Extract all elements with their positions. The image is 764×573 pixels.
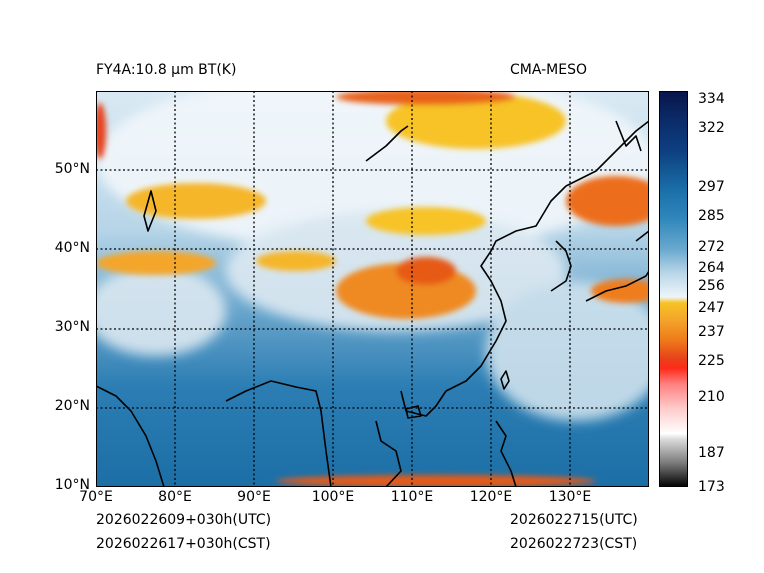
- lat-label-20: 20°N: [54, 398, 90, 414]
- cb-label-237: 237: [698, 324, 725, 340]
- colorbar: [659, 91, 688, 487]
- coastline-philippines: [495, 420, 517, 487]
- coastline-korea: [550, 240, 572, 292]
- coastline-india: [96, 385, 165, 487]
- init-time-utc: 2026022609+030h(UTC): [96, 512, 272, 528]
- lat-label-10: 10°N: [54, 477, 90, 493]
- cb-label-285: 285: [698, 208, 725, 224]
- cloud-orange-northedge: [336, 91, 516, 105]
- cloud-orange-manchuria: [566, 176, 649, 226]
- cb-label-225: 225: [698, 353, 725, 369]
- cloud-red-edge: [96, 103, 106, 159]
- cloud-yellow-tibet: [256, 251, 336, 271]
- coastline-china: [445, 185, 567, 392]
- cloud-orange-japan: [591, 279, 649, 303]
- cb-label-322: 322: [698, 120, 725, 136]
- chart-title-left: FY4A:10.8 µm BT(K): [96, 62, 237, 78]
- map-frame: [96, 91, 649, 487]
- lon-label-100: 100°E: [311, 489, 355, 505]
- lon-label-90: 90°E: [237, 489, 271, 505]
- cloud-yellow-mid: [366, 207, 486, 235]
- cb-label-334: 334: [698, 91, 725, 107]
- cb-label-187: 187: [698, 445, 725, 461]
- cloud-red-south: [276, 475, 596, 487]
- lon-label-70: 70°E: [79, 489, 113, 505]
- cloud-red-china: [396, 257, 456, 285]
- cb-label-210: 210: [698, 389, 725, 405]
- cloud-yellow-nw: [126, 183, 266, 219]
- lon-label-120: 120°E: [469, 489, 513, 505]
- lat-label-50: 50°N: [54, 161, 90, 177]
- coastline-bay-of-bengal: [225, 380, 332, 487]
- coastline-kamchatka: [615, 120, 642, 152]
- init-time-cst: 2026022617+030h(CST): [96, 536, 271, 552]
- coastline-caspian: [143, 190, 157, 232]
- cloud-white-west: [96, 266, 226, 356]
- coastline-lake-baikal: [365, 125, 409, 162]
- coastline-russia-east: [565, 120, 649, 187]
- colorbar-frame: [659, 91, 688, 487]
- satellite-map: [96, 91, 649, 487]
- lon-label-130: 130°E: [548, 489, 592, 505]
- cloud-yellow-west: [96, 251, 216, 275]
- colorbar-fill: [659, 91, 688, 487]
- cb-label-173: 173: [698, 479, 725, 495]
- coastline-japan: [585, 230, 649, 302]
- cb-label-247: 247: [698, 300, 725, 316]
- cloud-yellow-north: [386, 93, 566, 149]
- coastline-taiwan: [500, 370, 510, 390]
- cb-label-264: 264: [698, 260, 725, 276]
- lon-label-80: 80°E: [158, 489, 192, 505]
- lon-label-110: 110°E: [390, 489, 434, 505]
- chart-title-right: CMA-MESO: [510, 62, 588, 78]
- cloud-white-east: [486, 281, 649, 421]
- cb-label-272: 272: [698, 239, 725, 255]
- coastline-hainan: [405, 405, 422, 419]
- lat-label-30: 30°N: [54, 319, 90, 335]
- cb-label-297: 297: [698, 179, 725, 195]
- valid-time-utc: 2026022715(UTC): [510, 512, 638, 528]
- lat-label-40: 40°N: [54, 240, 90, 256]
- cb-label-256: 256: [698, 278, 725, 294]
- valid-time-cst: 2026022723(CST): [510, 536, 638, 552]
- coastline-indochina: [375, 390, 447, 487]
